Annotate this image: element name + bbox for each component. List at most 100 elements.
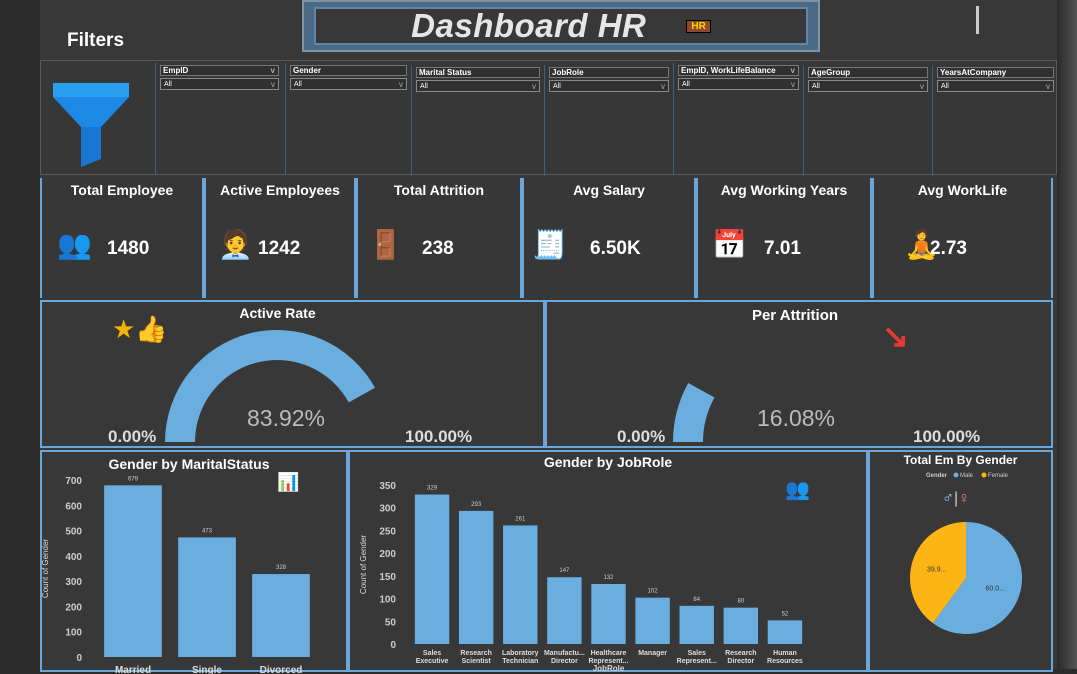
y-axis-label: Count of Gender bbox=[359, 535, 368, 594]
slicer-label: EmpID bbox=[160, 65, 279, 76]
kpi-title: Active Employees bbox=[220, 182, 340, 198]
y-tick-label: 0 bbox=[76, 653, 82, 664]
pie-chart: Gender Male Female 60.0... 39.9... bbox=[910, 472, 1022, 634]
kpi-value: 7.01 bbox=[764, 238, 801, 259]
calendar-icon: 📅 bbox=[712, 229, 747, 260]
gauge-min: 0.00% bbox=[108, 427, 157, 446]
slicer-empid: EmpID All bbox=[155, 63, 283, 174]
x-tick-label: Research bbox=[460, 650, 492, 657]
x-tick-label: Scientist bbox=[462, 658, 492, 665]
kpi-title: Avg Working Years bbox=[720, 182, 848, 198]
y-tick-label: 400 bbox=[65, 552, 82, 563]
legend-label: Female bbox=[988, 473, 1009, 479]
y-tick-label: 150 bbox=[379, 572, 396, 583]
data-label: 84 bbox=[693, 597, 700, 603]
team-check-icon: 👥 bbox=[785, 479, 810, 501]
slicer-dropdown[interactable]: All bbox=[290, 78, 407, 90]
y-tick-label: 100 bbox=[65, 628, 82, 639]
divider-bar bbox=[976, 6, 979, 34]
bar bbox=[104, 485, 162, 657]
slicer-label: Marital Status bbox=[416, 67, 540, 78]
x-tick-label: Manager bbox=[638, 650, 667, 657]
title-banner: Dashboard HR HR bbox=[302, 0, 820, 52]
y-tick-label: 250 bbox=[379, 526, 396, 537]
data-label: 147 bbox=[559, 568, 570, 574]
page-title: Dashboard HR bbox=[411, 7, 647, 44]
people-icon: 👥 bbox=[57, 229, 92, 260]
data-label: 328 bbox=[276, 565, 287, 571]
bar-chart: 0 100 200 300 400 500 600 700 Count of Gender 679… bbox=[42, 476, 310, 674]
y-tick-label: 200 bbox=[65, 602, 82, 613]
data-label: 261 bbox=[515, 516, 526, 522]
jobrole-chart: Gender by JobRole 👥 0 50 100 150 200 250 300 35… bbox=[348, 450, 868, 673]
data-label: 102 bbox=[648, 589, 659, 595]
slicer-dropdown[interactable]: All bbox=[549, 80, 669, 92]
x-tick-label: Represent... bbox=[677, 658, 717, 665]
kpi-value: 2.73 bbox=[930, 238, 967, 259]
bar-chart: 0 50 100 150 200 250 300 350 Count of Gender 329 S… bbox=[359, 481, 803, 673]
kpi-title: Total Employee bbox=[70, 182, 174, 198]
slicer-dropdown[interactable]: All bbox=[808, 80, 928, 92]
y-tick-label: 100 bbox=[379, 595, 396, 606]
slicer-label: Gender bbox=[290, 65, 407, 76]
legend-marker bbox=[981, 472, 987, 478]
y-tick-label: 700 bbox=[65, 476, 82, 487]
x-tick-label: Resources bbox=[767, 658, 803, 665]
filters-heading: Filters bbox=[67, 30, 125, 51]
bar bbox=[591, 584, 626, 644]
kpi-card-avg-worklife: Avg WorkLife 🧘 2.73 bbox=[872, 178, 1053, 298]
gauge-value: 83.92% bbox=[247, 405, 326, 431]
x-tick-label: Human bbox=[773, 650, 797, 657]
podium-icon: 📊 bbox=[277, 472, 300, 492]
slicer-dropdown[interactable]: All bbox=[678, 78, 799, 90]
slicer-dropdown[interactable]: All bbox=[937, 80, 1054, 92]
gauge-max: 100.00% bbox=[913, 427, 981, 446]
data-label: 80 bbox=[737, 599, 744, 605]
slicer-empid-worklifebalance: EmpID, WorkLifeBalance All bbox=[673, 63, 803, 174]
slicer-label: EmpID, WorkLifeBalance bbox=[678, 65, 799, 76]
x-tick-label: Executive bbox=[416, 658, 449, 665]
right-scroll-area bbox=[1057, 0, 1077, 669]
bar bbox=[679, 605, 714, 644]
data-label: 52 bbox=[782, 611, 789, 617]
x-tick-label: Healthcare bbox=[591, 650, 627, 657]
y-tick-label: 200 bbox=[379, 549, 396, 560]
legend-title: Gender bbox=[926, 473, 948, 479]
slicer-jobrole: JobRole All bbox=[544, 65, 673, 176]
y-tick-label: 300 bbox=[379, 504, 396, 515]
pie-slice bbox=[910, 522, 966, 624]
slicer-dropdown[interactable]: All bbox=[416, 80, 540, 92]
gauge-min: 0.00% bbox=[617, 427, 666, 446]
kpi-title: Avg WorkLife bbox=[917, 182, 1008, 198]
marital-status-chart: Gender by MaritalStatus 📊 0 100 200 300 400 5… bbox=[40, 450, 348, 674]
gender-pie-chart: Total Em By Gender ♂|♀ Gender Male Female 6… bbox=[868, 450, 1053, 672]
gauge-max: 100.00% bbox=[405, 427, 473, 446]
kpi-card-avg-working-years: Avg Working Years 📅 7.01 bbox=[696, 178, 872, 298]
y-tick-label: 50 bbox=[385, 617, 397, 628]
kpi-value: 1242 bbox=[258, 238, 301, 259]
legend-label: Male bbox=[960, 473, 974, 479]
gauge-fill bbox=[673, 382, 715, 442]
slicer-yearsatcompany: YearsAtCompany All bbox=[932, 65, 1058, 176]
data-label: 473 bbox=[202, 528, 213, 534]
x-tick-label: Director bbox=[551, 658, 578, 665]
kpi-card-active-employees: Active Employees 🧑‍💼 1242 bbox=[204, 178, 356, 298]
per-attrition-gauge: Per Attrition ↘ 16.08% 0.00% 100.00% bbox=[545, 300, 1053, 448]
worklife-icon: 🧘 bbox=[904, 229, 939, 260]
chart-title: Gender by JobRole bbox=[543, 454, 673, 470]
bar bbox=[178, 537, 236, 657]
y-axis-label: Count of Gender bbox=[42, 539, 50, 598]
slicer-dropdown[interactable]: All bbox=[160, 78, 279, 90]
salary-icon: 🧾 bbox=[532, 229, 567, 260]
x-tick-label: Sales bbox=[423, 650, 441, 657]
slicer-gender: Gender All bbox=[285, 63, 411, 174]
x-tick-label: Represent... bbox=[588, 658, 628, 665]
pie-slice bbox=[932, 522, 1022, 634]
y-tick-label: 300 bbox=[65, 577, 82, 588]
bar bbox=[458, 510, 494, 644]
filter-panel: EmpIDAllGenderAllMarital StatusAllJobRol… bbox=[40, 60, 1058, 176]
kpi-value: 1480 bbox=[107, 238, 150, 259]
slicer-label: AgeGroup bbox=[808, 67, 928, 78]
x-tick-label: Sales bbox=[688, 650, 706, 657]
bar bbox=[723, 607, 759, 644]
